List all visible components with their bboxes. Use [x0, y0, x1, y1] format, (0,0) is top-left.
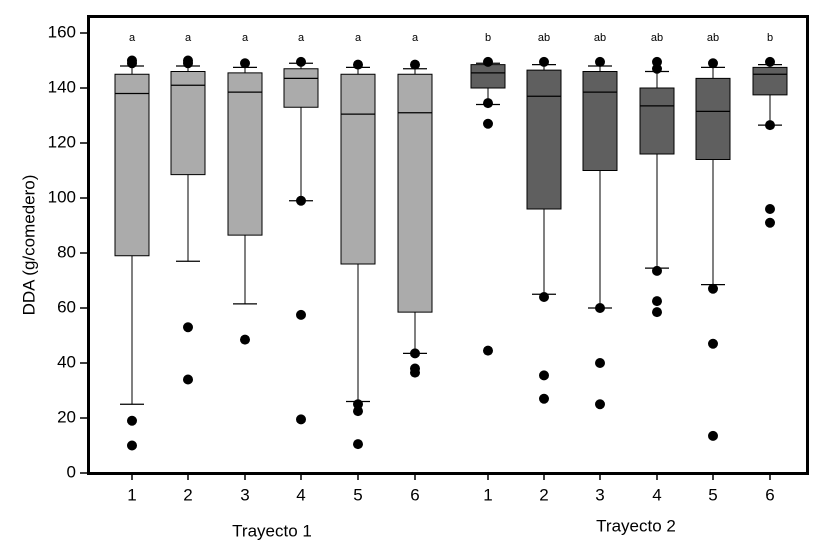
y-tick-label: 140 — [48, 77, 76, 96]
outlier-point — [483, 98, 493, 109]
outlier-point — [765, 204, 775, 214]
significance-letter: a — [185, 32, 192, 44]
box — [639, 87, 675, 155]
box — [227, 72, 263, 236]
box — [470, 64, 506, 89]
outlier-point — [483, 118, 493, 129]
y-tick-label: 80 — [57, 242, 76, 261]
outlier-point — [708, 338, 718, 349]
box — [526, 69, 562, 210]
significance-letter: a — [412, 32, 419, 44]
outlier-point — [183, 322, 193, 333]
outlier-point — [410, 59, 420, 70]
outlier-point — [296, 195, 306, 206]
outlier-point — [708, 430, 718, 441]
y-tick-label: 60 — [57, 297, 76, 316]
y-tick-label: 0 — [67, 462, 76, 481]
outlier-point — [708, 58, 718, 69]
outlier-point — [240, 334, 250, 345]
outlier-point — [410, 348, 420, 359]
outlier-point — [353, 59, 363, 70]
significance-letter: ab — [594, 32, 606, 44]
outlier-point — [353, 439, 363, 450]
y-tick-label: 160 — [48, 22, 76, 41]
outlier-point — [652, 307, 662, 318]
significance-letter: a — [242, 32, 249, 44]
x-tick-label: 6 — [410, 485, 419, 504]
outlier-point — [765, 56, 775, 67]
y-tick-label: 120 — [48, 132, 76, 151]
outlier-point — [353, 406, 363, 417]
x-tick-label: 4 — [652, 485, 661, 504]
x-tick-label: 3 — [595, 485, 604, 504]
outlier-point — [539, 292, 549, 302]
x-tick-label: 1 — [127, 485, 136, 504]
box — [752, 66, 788, 96]
group-label: Trayecto 1 — [232, 521, 312, 540]
significance-letter: b — [767, 32, 773, 44]
significance-letter: ab — [651, 32, 663, 44]
outlier-point — [353, 399, 363, 410]
group-label: Trayecto 2 — [596, 516, 676, 535]
x-tick-label: 5 — [708, 485, 717, 504]
x-tick-label: 2 — [539, 485, 548, 504]
outlier-point — [765, 217, 775, 228]
outlier-point — [765, 120, 775, 131]
box — [114, 73, 150, 257]
x-tick-label: 4 — [296, 485, 305, 504]
outlier-point — [183, 55, 193, 66]
box — [695, 77, 731, 160]
x-tick-label: 3 — [240, 485, 249, 504]
y-tick-label: 100 — [48, 187, 76, 206]
outlier-point — [483, 56, 493, 67]
significance-letter: b — [485, 32, 491, 44]
significance-letter: ab — [538, 32, 550, 44]
y-axis-label: DDA (g/comedero) — [19, 175, 38, 316]
outlier-point — [595, 358, 605, 368]
outlier-point — [240, 58, 250, 69]
outlier-point — [539, 56, 549, 67]
significance-letter: a — [129, 32, 136, 44]
outlier-point — [652, 56, 662, 67]
significance-letter: a — [298, 32, 305, 44]
y-tick-label: 20 — [57, 407, 76, 426]
box — [340, 73, 376, 265]
outlier-point — [595, 56, 605, 67]
outlier-point — [708, 283, 718, 294]
x-tick-label: 1 — [483, 485, 492, 504]
box — [283, 68, 319, 108]
box — [397, 73, 433, 313]
box — [170, 71, 206, 176]
significance-letter: a — [355, 32, 362, 44]
outlier-point — [652, 63, 662, 74]
outlier-point — [539, 370, 549, 381]
outlier-point — [595, 303, 605, 313]
outlier-point — [183, 374, 193, 385]
outlier-point — [539, 393, 549, 404]
outlier-point — [652, 265, 662, 276]
plot-area: 0 20 40 60 80 100 120 140 160 a 1 a 2 a 3 a 4 a 5 a 6 b 1 ab 2 ab… — [48, 22, 788, 504]
outlier-point — [127, 55, 137, 66]
plot-frame — [87, 15, 809, 475]
outlier-point — [652, 296, 662, 307]
outlier-point — [595, 399, 605, 410]
y-tick-label: 40 — [57, 352, 76, 371]
outlier-point — [127, 415, 137, 426]
x-tick-label: 6 — [765, 485, 774, 504]
outlier-point — [127, 440, 137, 451]
outlier-point — [410, 363, 420, 374]
significance-letter: ab — [707, 32, 719, 44]
outlier-point — [296, 56, 306, 67]
box — [582, 71, 618, 171]
outlier-point — [296, 414, 306, 425]
x-tick-label: 2 — [183, 485, 192, 504]
outlier-point — [296, 309, 306, 320]
x-tick-label: 5 — [353, 485, 362, 504]
outlier-point — [483, 345, 493, 356]
